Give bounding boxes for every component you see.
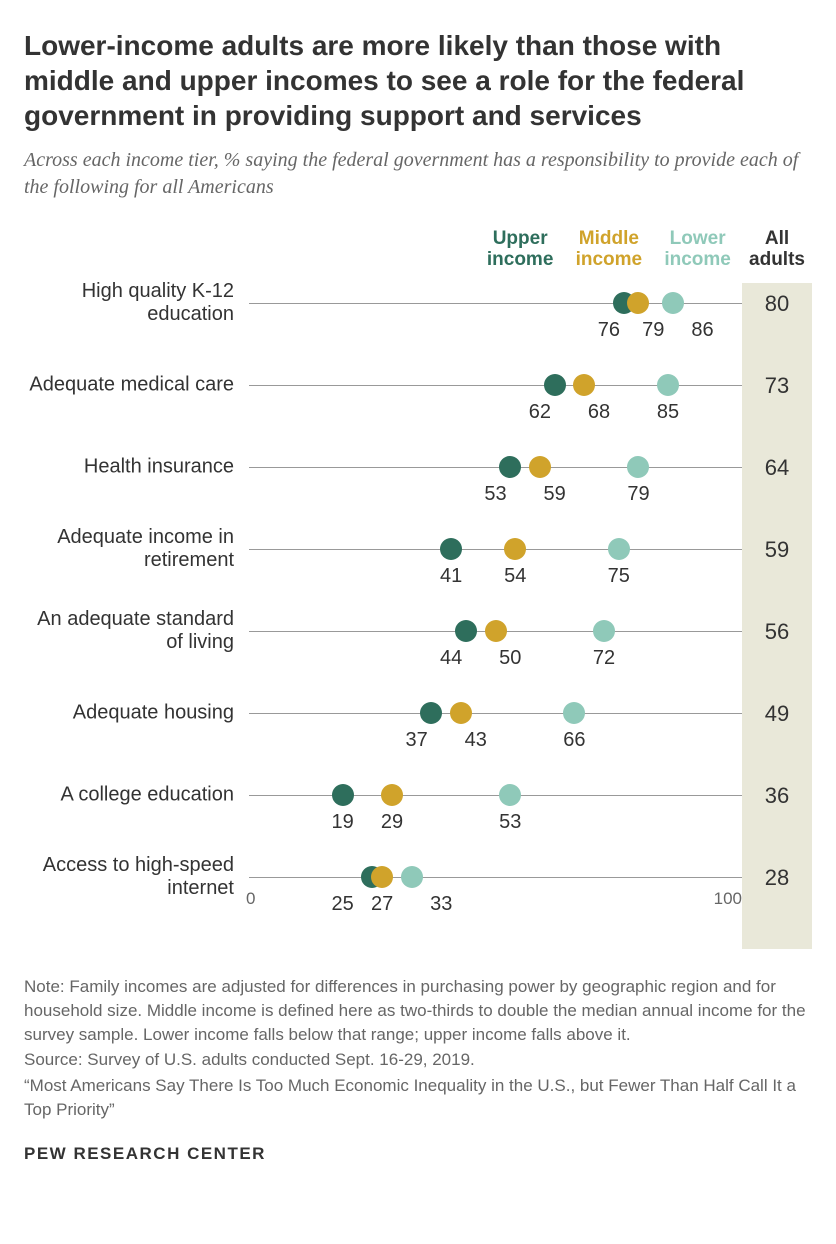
category-label: High quality K-12 education bbox=[19, 280, 234, 326]
value-label-lower: 33 bbox=[430, 893, 452, 916]
dot-lower bbox=[627, 456, 649, 478]
all-adults-value: 80 bbox=[765, 291, 789, 317]
value-label-middle: 79 bbox=[642, 319, 664, 342]
value-label-middle: 43 bbox=[465, 729, 487, 752]
value-label-lower: 72 bbox=[593, 647, 615, 670]
dot-middle bbox=[450, 702, 472, 724]
all-adults-cell: 28 bbox=[742, 857, 812, 949]
chart-notes: Note: Family incomes are adjusted for di… bbox=[24, 975, 812, 1122]
row-axis bbox=[249, 467, 742, 468]
chart-row: 80High quality K-12 education767986 bbox=[249, 283, 742, 365]
chart-row: 73Adequate medical care626885 bbox=[249, 365, 742, 447]
all-adults-value: 49 bbox=[765, 701, 789, 727]
legend-middle: Middle income bbox=[576, 229, 643, 271]
chart-row: 28Access to high-speed internet252733010… bbox=[249, 857, 742, 949]
dot-lower bbox=[499, 784, 521, 806]
value-label-lower: 79 bbox=[627, 483, 649, 506]
all-adults-value: 36 bbox=[765, 783, 789, 809]
value-label-upper: 25 bbox=[332, 893, 354, 916]
value-label-upper: 76 bbox=[598, 319, 620, 342]
dot-upper bbox=[332, 784, 354, 806]
category-label: Adequate income in retirement bbox=[19, 526, 234, 572]
legend-lower: Lower income bbox=[664, 229, 731, 271]
note-line: “Most Americans Say There Is Too Much Ec… bbox=[24, 1074, 812, 1122]
dot-middle bbox=[504, 538, 526, 560]
value-label-upper: 19 bbox=[332, 811, 354, 834]
legend: Upper incomeMiddle incomeLower incomeAll… bbox=[249, 229, 742, 275]
dot-lower bbox=[608, 538, 630, 560]
all-adults-cell: 56 bbox=[742, 611, 812, 693]
dot-upper bbox=[420, 702, 442, 724]
all-adults-value: 56 bbox=[765, 619, 789, 645]
dot-middle bbox=[371, 866, 393, 888]
note-line: Source: Survey of U.S. adults conducted … bbox=[24, 1048, 812, 1072]
all-adults-cell: 36 bbox=[742, 775, 812, 857]
category-label: Health insurance bbox=[19, 456, 234, 479]
category-label: Adequate housing bbox=[19, 702, 234, 725]
chart-area: Upper income Middle income Lower income All… bbox=[24, 229, 812, 949]
chart-row: 49Adequate housing374366 bbox=[249, 693, 742, 775]
value-label-middle: 54 bbox=[504, 565, 526, 588]
value-label-middle: 59 bbox=[544, 483, 566, 506]
value-label-upper: 53 bbox=[484, 483, 506, 506]
legend-upper: Upper income bbox=[487, 229, 554, 271]
chart-subtitle: Across each income tier, % saying the fe… bbox=[24, 147, 812, 201]
category-label: A college education bbox=[19, 784, 234, 807]
dot-upper bbox=[499, 456, 521, 478]
row-axis bbox=[249, 549, 742, 550]
all-adults-cell: 80 bbox=[742, 283, 812, 365]
x-tick-label: 100 bbox=[714, 889, 742, 909]
value-label-lower: 86 bbox=[691, 319, 713, 342]
value-label-upper: 44 bbox=[440, 647, 462, 670]
chart-row: 56An adequate standard of living445072 bbox=[249, 611, 742, 693]
value-label-lower: 75 bbox=[608, 565, 630, 588]
value-label-middle: 27 bbox=[371, 893, 393, 916]
dot-upper bbox=[455, 620, 477, 642]
chart-row: 59Adequate income in retirement415475 bbox=[249, 529, 742, 611]
all-adults-value: 28 bbox=[765, 865, 789, 891]
all-adults-cell: 64 bbox=[742, 447, 812, 529]
chart-title: Lower-income adults are more likely than… bbox=[24, 28, 812, 133]
x-tick-label: 0 bbox=[246, 889, 255, 909]
all-adults-value: 59 bbox=[765, 537, 789, 563]
dot-lower bbox=[401, 866, 423, 888]
dot-middle bbox=[529, 456, 551, 478]
all-adults-cell: 59 bbox=[742, 529, 812, 611]
brand-footer: PEW RESEARCH CENTER bbox=[24, 1144, 812, 1164]
all-adults-cell: 49 bbox=[742, 693, 812, 775]
chart-row: 64Health insurance535979 bbox=[249, 447, 742, 529]
all-adults-value: 73 bbox=[765, 373, 789, 399]
value-label-lower: 85 bbox=[657, 401, 679, 424]
category-label: Access to high-speed internet bbox=[19, 854, 234, 900]
dot-middle bbox=[627, 292, 649, 314]
dot-middle bbox=[573, 374, 595, 396]
value-label-upper: 41 bbox=[440, 565, 462, 588]
value-label-lower: 66 bbox=[563, 729, 585, 752]
category-label: Adequate medical care bbox=[19, 374, 234, 397]
legend-all-adults: All adults bbox=[742, 229, 812, 271]
dot-lower bbox=[662, 292, 684, 314]
dot-middle bbox=[381, 784, 403, 806]
dot-lower bbox=[657, 374, 679, 396]
category-label: An adequate standard of living bbox=[19, 608, 234, 654]
all-adults-cell: 73 bbox=[742, 365, 812, 447]
dot-upper bbox=[440, 538, 462, 560]
row-axis bbox=[249, 713, 742, 714]
row-axis bbox=[249, 795, 742, 796]
note-line: Note: Family incomes are adjusted for di… bbox=[24, 975, 812, 1046]
value-label-middle: 29 bbox=[381, 811, 403, 834]
dot-upper bbox=[544, 374, 566, 396]
dot-middle bbox=[485, 620, 507, 642]
value-label-middle: 68 bbox=[588, 401, 610, 424]
value-label-lower: 53 bbox=[499, 811, 521, 834]
value-label-upper: 37 bbox=[405, 729, 427, 752]
row-axis bbox=[249, 877, 742, 878]
dot-lower bbox=[593, 620, 615, 642]
value-label-middle: 50 bbox=[499, 647, 521, 670]
value-label-upper: 62 bbox=[529, 401, 551, 424]
all-adults-value: 64 bbox=[765, 455, 789, 481]
chart-row: 36A college education192953 bbox=[249, 775, 742, 857]
dot-lower bbox=[563, 702, 585, 724]
